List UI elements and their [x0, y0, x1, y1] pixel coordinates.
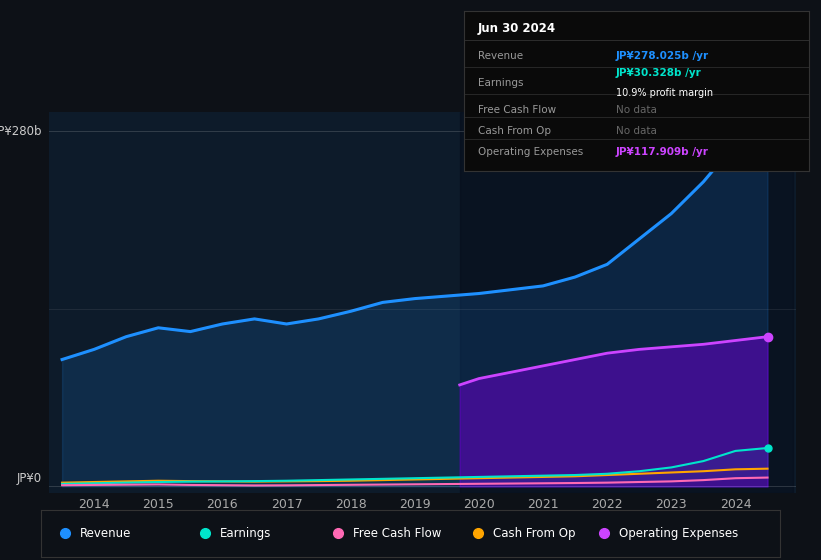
Text: Operating Expenses: Operating Expenses: [478, 147, 583, 157]
Text: JP¥30.328b /yr: JP¥30.328b /yr: [616, 68, 701, 78]
Text: Earnings: Earnings: [220, 527, 271, 540]
Text: 10.9% profit margin: 10.9% profit margin: [616, 87, 713, 97]
Text: Free Cash Flow: Free Cash Flow: [478, 105, 556, 115]
Text: Revenue: Revenue: [478, 51, 523, 61]
Text: JP¥0: JP¥0: [16, 472, 42, 485]
Text: Cash From Op: Cash From Op: [478, 126, 551, 136]
Bar: [460, 112, 793, 493]
Text: JP¥280b: JP¥280b: [0, 125, 42, 138]
Text: Revenue: Revenue: [80, 527, 131, 540]
Text: Jun 30 2024: Jun 30 2024: [478, 22, 556, 35]
Text: Operating Expenses: Operating Expenses: [619, 527, 738, 540]
Text: Cash From Op: Cash From Op: [493, 527, 576, 540]
Text: No data: No data: [616, 126, 657, 136]
Text: Free Cash Flow: Free Cash Flow: [353, 527, 441, 540]
Text: JP¥117.909b /yr: JP¥117.909b /yr: [616, 147, 709, 157]
Text: JP¥278.025b /yr: JP¥278.025b /yr: [616, 51, 709, 61]
Text: No data: No data: [616, 105, 657, 115]
Text: Earnings: Earnings: [478, 78, 523, 88]
